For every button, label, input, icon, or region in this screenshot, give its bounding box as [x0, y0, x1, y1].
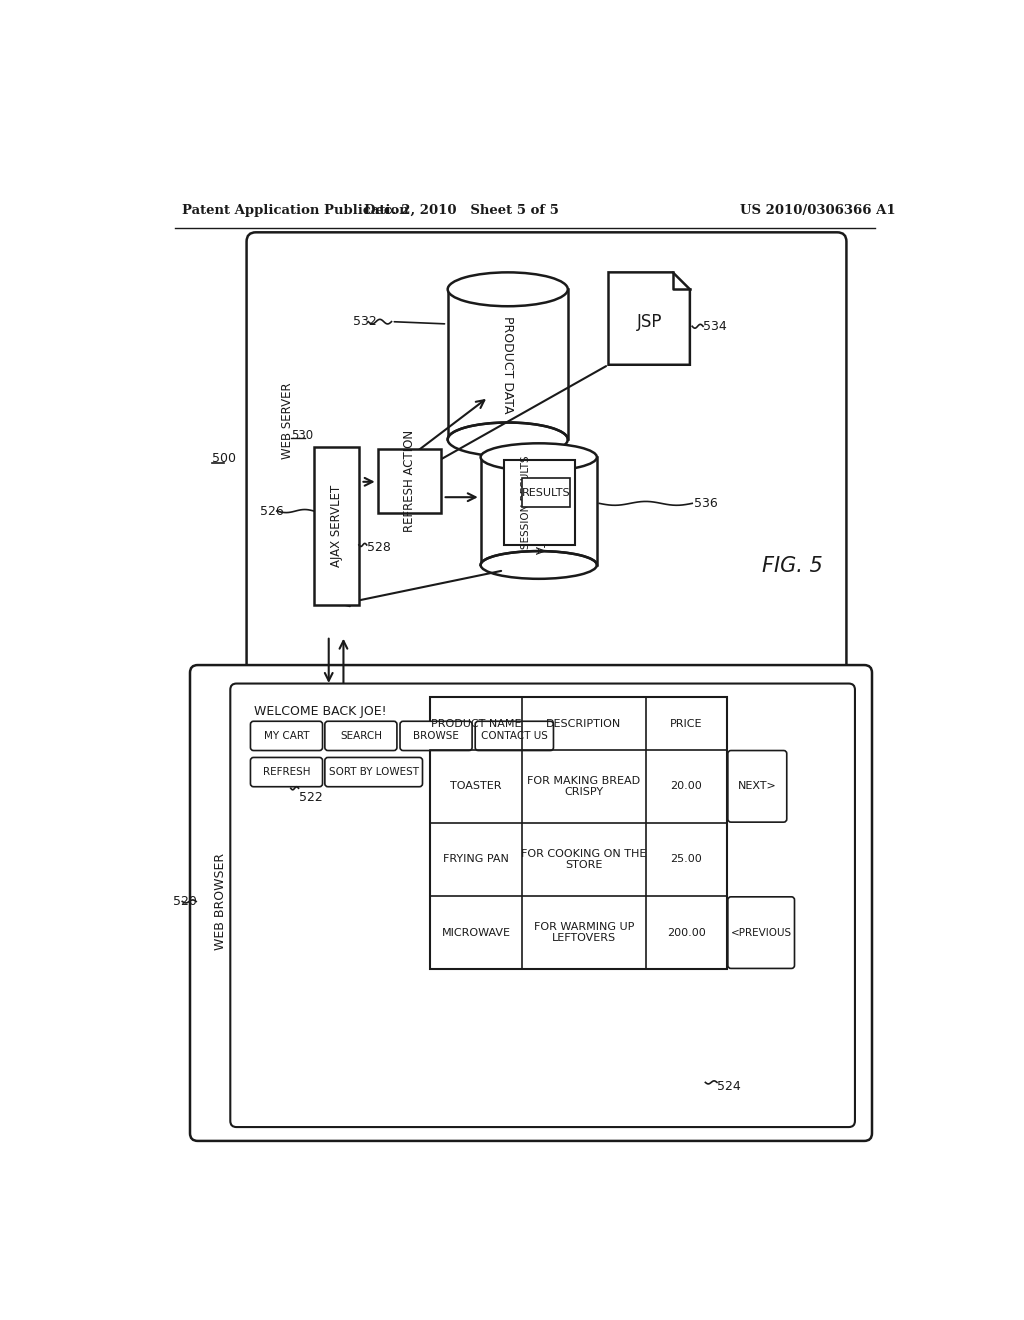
Ellipse shape — [480, 444, 597, 471]
Text: 520: 520 — [173, 895, 197, 908]
FancyBboxPatch shape — [251, 721, 323, 751]
Text: DESCRIPTION: DESCRIPTION — [546, 718, 622, 729]
Ellipse shape — [447, 272, 568, 306]
FancyBboxPatch shape — [400, 721, 472, 751]
Text: FOR COOKING ON THE
STORE: FOR COOKING ON THE STORE — [521, 849, 646, 870]
Text: REFRESH: REFRESH — [263, 767, 310, 777]
Text: SESSION DATA: SESSION DATA — [532, 469, 545, 553]
Text: JSP: JSP — [637, 313, 662, 331]
Text: WELCOME BACK JOE!: WELCOME BACK JOE! — [254, 705, 386, 718]
Text: MY CART: MY CART — [264, 731, 309, 741]
FancyBboxPatch shape — [430, 697, 727, 969]
Polygon shape — [480, 457, 597, 565]
FancyBboxPatch shape — [378, 449, 441, 512]
FancyBboxPatch shape — [190, 665, 872, 1140]
Text: RESULTS: RESULTS — [521, 487, 570, 498]
Text: US 2010/0306366 A1: US 2010/0306366 A1 — [740, 205, 896, 218]
Text: NEXT>: NEXT> — [738, 781, 776, 791]
Text: Patent Application Publication: Patent Application Publication — [182, 205, 409, 218]
Text: PRODUCT DATA: PRODUCT DATA — [502, 315, 514, 413]
Text: 20.00: 20.00 — [671, 781, 702, 791]
Text: Dec. 2, 2010   Sheet 5 of 5: Dec. 2, 2010 Sheet 5 of 5 — [364, 205, 559, 218]
FancyBboxPatch shape — [475, 721, 554, 751]
FancyBboxPatch shape — [230, 684, 855, 1127]
Text: <PREVIOUS: <PREVIOUS — [730, 928, 792, 937]
Text: AJAX SERVLET: AJAX SERVLET — [330, 484, 343, 568]
FancyBboxPatch shape — [728, 751, 786, 822]
Text: TOASTER: TOASTER — [451, 781, 502, 791]
Text: 528: 528 — [367, 541, 390, 554]
FancyBboxPatch shape — [314, 447, 359, 605]
Polygon shape — [608, 272, 690, 364]
Text: SESSION RESULTS: SESSION RESULTS — [520, 455, 530, 549]
FancyBboxPatch shape — [504, 461, 575, 545]
Text: CONTACT US: CONTACT US — [481, 731, 548, 741]
Text: 530: 530 — [291, 429, 313, 442]
Text: FRYING PAN: FRYING PAN — [443, 854, 509, 865]
FancyBboxPatch shape — [728, 896, 795, 969]
Text: 532: 532 — [352, 315, 377, 329]
Text: WEB SERVER: WEB SERVER — [282, 381, 295, 458]
Text: 522: 522 — [299, 791, 323, 804]
FancyBboxPatch shape — [325, 721, 397, 751]
Text: SEARCH: SEARCH — [340, 731, 382, 741]
Text: 534: 534 — [703, 319, 727, 333]
Text: 536: 536 — [693, 496, 718, 510]
Text: 25.00: 25.00 — [671, 854, 702, 865]
Text: 200.00: 200.00 — [667, 928, 706, 937]
Ellipse shape — [480, 552, 597, 578]
FancyBboxPatch shape — [521, 478, 569, 507]
Text: 500: 500 — [212, 453, 236, 465]
FancyBboxPatch shape — [251, 758, 323, 787]
Text: 526: 526 — [260, 504, 284, 517]
Text: FOR WARMING UP
LEFTOVERS: FOR WARMING UP LEFTOVERS — [534, 921, 634, 944]
Text: PRODUCT NAME: PRODUCT NAME — [431, 718, 521, 729]
Text: FIG. 5: FIG. 5 — [762, 557, 822, 577]
FancyBboxPatch shape — [247, 232, 847, 682]
FancyBboxPatch shape — [325, 758, 423, 787]
Text: WEB BROWSER: WEB BROWSER — [214, 853, 227, 950]
Text: 524: 524 — [717, 1080, 740, 1093]
Text: BROWSE: BROWSE — [413, 731, 459, 741]
Text: PRICE: PRICE — [670, 718, 702, 729]
Text: FOR MAKING BREAD
CRISPY: FOR MAKING BREAD CRISPY — [527, 776, 640, 797]
Ellipse shape — [447, 422, 568, 457]
Polygon shape — [447, 289, 568, 440]
Text: SORT BY LOWEST: SORT BY LOWEST — [329, 767, 419, 777]
Text: REFRESH ACTION: REFRESH ACTION — [402, 430, 416, 532]
Text: MICROWAVE: MICROWAVE — [441, 928, 511, 937]
